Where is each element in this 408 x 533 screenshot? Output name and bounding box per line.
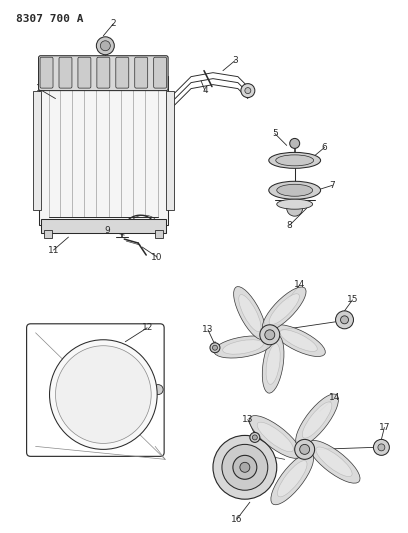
Ellipse shape [272, 325, 325, 357]
Bar [39, 76, 168, 225]
Ellipse shape [223, 340, 263, 354]
Ellipse shape [262, 335, 284, 393]
Circle shape [341, 316, 348, 324]
Bar [40, 219, 166, 233]
Text: 2: 2 [111, 19, 116, 28]
Ellipse shape [266, 344, 280, 384]
Bar [166, 91, 174, 210]
Ellipse shape [269, 294, 299, 325]
Circle shape [222, 445, 268, 490]
Text: 8: 8 [287, 221, 293, 230]
Circle shape [213, 435, 277, 499]
Ellipse shape [49, 340, 157, 449]
Ellipse shape [55, 346, 151, 443]
Ellipse shape [269, 152, 321, 168]
Text: 9: 9 [104, 225, 110, 235]
Text: 5: 5 [272, 129, 277, 138]
Circle shape [260, 325, 280, 345]
Ellipse shape [302, 402, 332, 438]
Text: 13: 13 [242, 415, 254, 424]
Circle shape [290, 139, 299, 148]
Text: 14: 14 [294, 280, 305, 289]
Text: 17: 17 [379, 423, 390, 432]
Ellipse shape [277, 461, 307, 497]
Circle shape [373, 439, 389, 455]
Bar [44, 230, 51, 238]
Ellipse shape [277, 199, 313, 209]
Text: 10: 10 [151, 253, 163, 262]
Circle shape [252, 435, 257, 440]
Circle shape [299, 445, 310, 454]
Circle shape [335, 311, 353, 329]
FancyBboxPatch shape [78, 57, 91, 88]
Text: 1: 1 [35, 84, 42, 93]
Ellipse shape [271, 453, 314, 505]
Circle shape [240, 462, 250, 472]
Text: 13: 13 [202, 325, 214, 334]
Circle shape [153, 385, 163, 394]
Text: 16: 16 [231, 515, 243, 523]
Ellipse shape [262, 287, 306, 332]
Text: 4: 4 [202, 86, 208, 95]
FancyBboxPatch shape [27, 324, 164, 456]
FancyBboxPatch shape [154, 57, 166, 88]
FancyBboxPatch shape [97, 57, 110, 88]
Text: 14: 14 [329, 393, 340, 402]
FancyBboxPatch shape [135, 57, 148, 88]
Circle shape [96, 37, 114, 55]
Ellipse shape [308, 440, 360, 483]
Ellipse shape [316, 447, 352, 477]
Ellipse shape [269, 181, 321, 199]
Text: 6: 6 [322, 143, 328, 152]
Circle shape [250, 432, 260, 442]
Ellipse shape [239, 295, 261, 332]
Ellipse shape [234, 287, 266, 340]
Text: 12: 12 [142, 324, 153, 332]
Ellipse shape [257, 422, 293, 452]
Text: 11: 11 [48, 246, 59, 255]
Circle shape [265, 330, 275, 340]
Circle shape [241, 84, 255, 98]
Circle shape [100, 41, 110, 51]
Circle shape [287, 200, 303, 216]
Circle shape [245, 87, 251, 94]
Circle shape [295, 439, 315, 459]
Bar [155, 230, 163, 238]
Ellipse shape [280, 330, 317, 351]
Circle shape [233, 455, 257, 479]
Bar [33, 91, 40, 210]
Ellipse shape [214, 336, 272, 358]
Ellipse shape [276, 155, 314, 166]
Text: 7: 7 [330, 181, 335, 190]
FancyBboxPatch shape [40, 57, 53, 88]
FancyBboxPatch shape [116, 57, 129, 88]
Circle shape [213, 345, 217, 350]
Ellipse shape [277, 184, 313, 196]
Text: 15: 15 [347, 295, 358, 304]
Text: 8307 700 A: 8307 700 A [16, 14, 83, 24]
FancyBboxPatch shape [59, 57, 72, 88]
Ellipse shape [249, 416, 302, 458]
Circle shape [210, 343, 220, 353]
Ellipse shape [296, 394, 339, 446]
Text: 3: 3 [232, 56, 238, 65]
Circle shape [378, 444, 385, 451]
FancyBboxPatch shape [39, 56, 168, 91]
